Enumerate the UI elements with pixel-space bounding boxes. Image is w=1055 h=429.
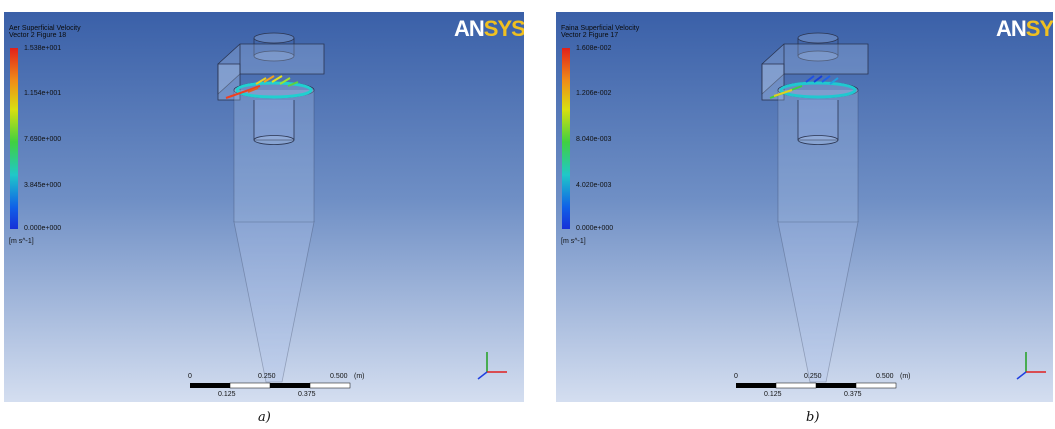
legend-unit: [m s^-1] xyxy=(9,238,34,245)
legend-label-4: 4.020e-003 xyxy=(576,182,612,189)
legend-max-label: 1.608e-002 xyxy=(576,45,612,52)
cyclone-cone xyxy=(777,221,859,383)
legend-label-3: 8.040e-003 xyxy=(576,136,612,143)
scale-label-500: 0.500 xyxy=(876,373,894,380)
scale-label-375: 0.375 xyxy=(844,391,862,398)
plot-title: Faina Superficial Velocity Vector 2 Figu… xyxy=(561,25,639,39)
legend-label-4: 3.845e+000 xyxy=(24,182,62,189)
triad-axes-icon xyxy=(1016,352,1046,380)
plot-title: Aer Superficial Velocity Vector 2 Figure… xyxy=(9,25,81,39)
scale-label-0: 0 xyxy=(734,373,738,380)
ansys-logo: ANSYS xyxy=(996,16,1053,41)
inlet-vector xyxy=(225,85,261,99)
scale-label-125: 0.125 xyxy=(764,391,782,398)
legend-label-2: 1.154e+001 xyxy=(24,90,62,97)
legend-label-3: 7.690e+000 xyxy=(24,136,62,143)
cyclone-geometry xyxy=(736,32,1046,389)
figure-caption-b: b) xyxy=(806,410,820,425)
scale-label-500: 0.500 xyxy=(330,373,348,380)
title-line-1: Aer Superficial Velocity xyxy=(9,25,81,32)
scale-label-250: 0.250 xyxy=(258,373,276,380)
figure-caption-a: a) xyxy=(258,410,271,425)
vortex-finder-ellipse xyxy=(253,135,295,145)
title-line-2: Vector 2 Figure 18 xyxy=(9,32,67,39)
velocity-ring xyxy=(779,81,857,99)
color-legend-bar xyxy=(10,48,18,229)
scale-label-0: 0 xyxy=(188,373,192,380)
viewport-panel-a[interactable]: Aer Superficial Velocity Vector 2 Figure… xyxy=(4,12,524,402)
triad-axes-icon xyxy=(477,352,507,380)
title-line-2: Vector 2 Figure 17 xyxy=(561,32,619,39)
legend-min-label: 0.000e+000 xyxy=(24,225,62,232)
outlet-top-ellipse xyxy=(253,32,295,44)
scale-unit: (m) xyxy=(900,373,911,380)
legend-unit: [m s^-1] xyxy=(561,238,586,245)
viewport-panel-b[interactable]: Faina Superficial Velocity Vector 2 Figu… xyxy=(556,12,1053,402)
title-line-1: Faina Superficial Velocity xyxy=(561,25,640,32)
ansys-logo: ANSYS xyxy=(454,16,524,41)
cyclone-cone xyxy=(233,221,315,383)
scale-label-250: 0.250 xyxy=(804,373,822,380)
scale-label-375: 0.375 xyxy=(298,391,316,398)
legend-min-label: 0.000e+000 xyxy=(576,225,614,232)
legend-max-label: 1.538e+001 xyxy=(24,45,62,52)
scale-bar xyxy=(736,382,897,389)
velocity-ring xyxy=(235,81,313,99)
scale-unit: (m) xyxy=(354,373,365,380)
scale-bar xyxy=(190,382,351,389)
legend-label-2: 1.206e-002 xyxy=(576,90,612,97)
cyclone-geometry xyxy=(190,32,507,389)
color-legend-bar xyxy=(562,48,570,229)
scale-label-125: 0.125 xyxy=(218,391,236,398)
